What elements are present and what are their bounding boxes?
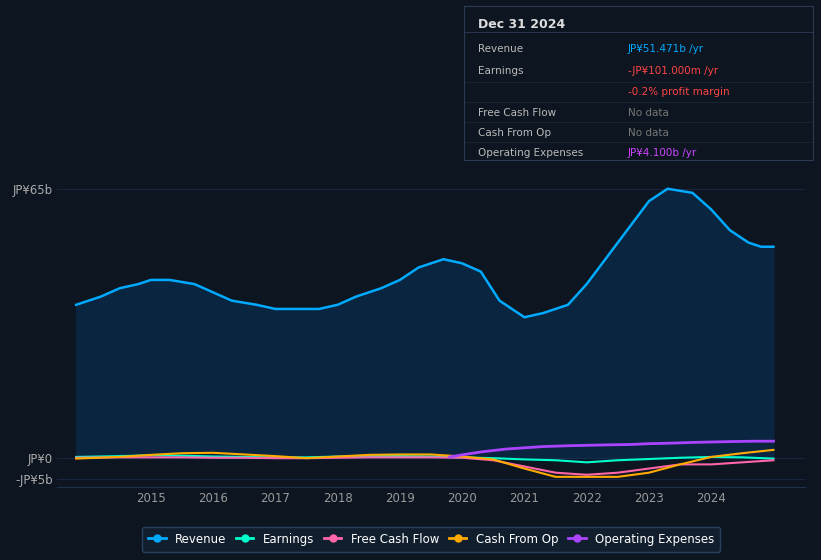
Text: Operating Expenses: Operating Expenses [478,148,583,158]
Text: JP¥4.100b /yr: JP¥4.100b /yr [628,148,697,158]
Text: Free Cash Flow: Free Cash Flow [478,108,556,118]
Text: JP¥51.471b /yr: JP¥51.471b /yr [628,44,704,54]
Text: -JP¥101.000m /yr: -JP¥101.000m /yr [628,66,718,76]
Legend: Revenue, Earnings, Free Cash Flow, Cash From Op, Operating Expenses: Revenue, Earnings, Free Cash Flow, Cash … [142,527,720,552]
Text: Revenue: Revenue [478,44,523,54]
Text: Cash From Op: Cash From Op [478,128,551,138]
Text: No data: No data [628,108,669,118]
Text: -0.2% profit margin: -0.2% profit margin [628,87,730,97]
Text: Dec 31 2024: Dec 31 2024 [478,18,565,31]
Text: Earnings: Earnings [478,66,523,76]
Text: No data: No data [628,128,669,138]
